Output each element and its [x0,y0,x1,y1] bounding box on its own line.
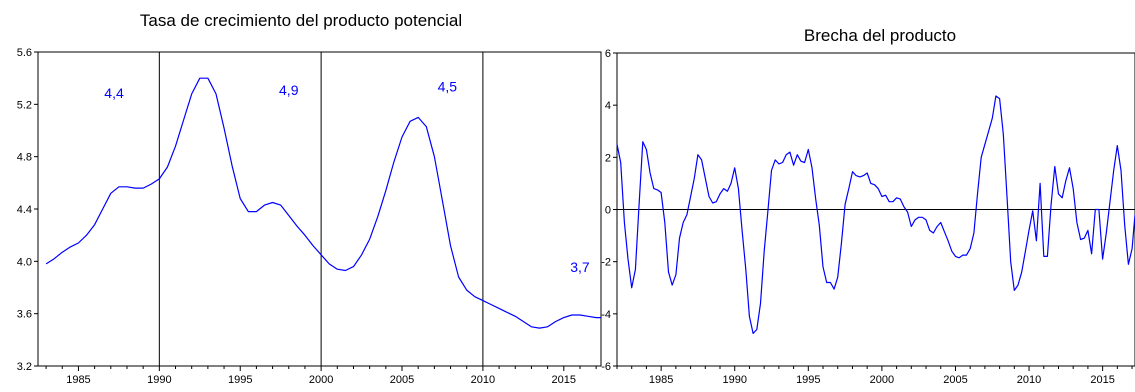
growth-average-annotation: 4,9 [279,82,299,98]
growth-x-tick-label: 2015 [552,374,576,386]
gap-x-tick-label: 1990 [722,374,746,386]
output-gap-chart: Brecha del producto -6 -4 -2 0 2 4 6 1985 1990 19… [601,26,1135,386]
growth-x-tick-label: 1995 [228,374,252,386]
gap-y-tick-label: -6 [601,361,611,373]
gap-x-tick-label: 2000 [870,374,894,386]
growth-x-tick-label: 2005 [390,374,414,386]
growth-x-tick-label: 2010 [471,374,495,386]
growth-x-tick-label: 2000 [309,374,333,386]
gap-y-tick-label: 2 [605,152,611,164]
growth-average-annotation: 4,4 [104,85,124,101]
growth-average-annotation: 3,7 [570,259,590,275]
gap-x-tick-label: 2010 [1017,374,1041,386]
gap-y-tick-label: -4 [601,309,611,321]
growth-y-tick-label: 4.0 [17,256,32,268]
growth-y-tick-label: 3.2 [17,361,32,373]
gap-y-tick-label: 4 [605,100,611,112]
gap-x-tick-label: 1995 [796,374,820,386]
growth-y-tick-label: 5.6 [17,47,32,59]
gap-y-tick-label: -2 [601,257,611,269]
growth-x-tick-label: 1990 [147,374,171,386]
growth-y-tick-label: 3.6 [17,309,32,321]
growth-chart-title: Tasa de crecimiento del producto potenci… [140,11,462,30]
growth-x-tick-label: 1985 [66,374,90,386]
gap-x-tick-label: 2015 [1090,374,1114,386]
gap-series-line [616,95,1135,334]
gap-chart-title: Brecha del producto [804,26,956,45]
growth-average-annotation: 4,5 [438,78,458,94]
gap-x-tick-label: 1985 [649,374,673,386]
growth-y-tick-label: 4.4 [17,204,32,216]
gap-y-tick-label: 6 [605,48,611,60]
growth-y-tick-label: 4.8 [17,152,32,164]
growth-y-tick-label: 5.2 [17,99,32,111]
gap-y-tick-label: 0 [605,205,611,217]
growth-series-line [45,77,601,329]
growth-rate-chart: Tasa de crecimiento del producto potenci… [17,11,602,386]
gap-x-tick-label: 2005 [943,374,967,386]
